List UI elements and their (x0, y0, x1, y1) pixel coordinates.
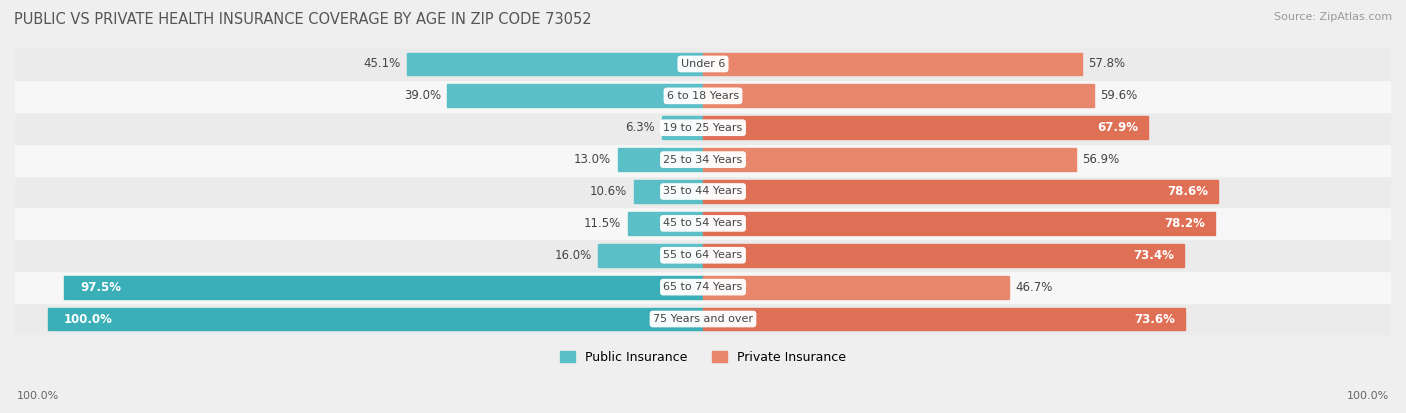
Text: 56.9%: 56.9% (1083, 153, 1119, 166)
Text: 6 to 18 Years: 6 to 18 Years (666, 91, 740, 101)
Text: 78.6%: 78.6% (1167, 185, 1208, 198)
Text: 100.0%: 100.0% (65, 313, 112, 325)
Bar (15, 303, 1391, 335)
Bar (15, 207, 1391, 239)
Bar (703, 52, 1081, 76)
Bar (703, 212, 1215, 235)
Text: 45 to 54 Years: 45 to 54 Years (664, 218, 742, 228)
Bar (703, 244, 1184, 267)
Bar (703, 148, 1076, 171)
Text: 6.3%: 6.3% (626, 121, 655, 134)
Text: 25 to 34 Years: 25 to 34 Years (664, 154, 742, 165)
Text: 46.7%: 46.7% (1015, 280, 1053, 294)
Bar (15, 239, 1391, 271)
Bar (15, 48, 1391, 80)
Text: 100.0%: 100.0% (1347, 391, 1389, 401)
Bar (15, 176, 1391, 207)
Bar (634, 180, 703, 203)
Text: 11.5%: 11.5% (583, 217, 621, 230)
Text: 73.4%: 73.4% (1133, 249, 1174, 262)
Text: 78.2%: 78.2% (1164, 217, 1205, 230)
Legend: Public Insurance, Private Insurance: Public Insurance, Private Insurance (555, 346, 851, 369)
Text: PUBLIC VS PRIVATE HEALTH INSURANCE COVERAGE BY AGE IN ZIP CODE 73052: PUBLIC VS PRIVATE HEALTH INSURANCE COVER… (14, 12, 592, 27)
Text: Under 6: Under 6 (681, 59, 725, 69)
Text: 10.6%: 10.6% (589, 185, 627, 198)
Bar (703, 84, 1094, 107)
Bar (703, 180, 1218, 203)
Bar (48, 308, 703, 330)
Bar (627, 212, 703, 235)
Bar (703, 275, 1010, 299)
Text: 65 to 74 Years: 65 to 74 Years (664, 282, 742, 292)
Text: 39.0%: 39.0% (404, 89, 441, 102)
Text: 16.0%: 16.0% (554, 249, 592, 262)
Bar (703, 308, 1185, 330)
Text: 97.5%: 97.5% (80, 280, 121, 294)
Bar (447, 84, 703, 107)
Text: 59.6%: 59.6% (1099, 89, 1137, 102)
Text: 45.1%: 45.1% (364, 57, 401, 71)
Bar (65, 275, 703, 299)
Bar (15, 112, 1391, 144)
Bar (598, 244, 703, 267)
Text: Source: ZipAtlas.com: Source: ZipAtlas.com (1274, 12, 1392, 22)
Text: 57.8%: 57.8% (1088, 57, 1125, 71)
Bar (15, 271, 1391, 303)
Bar (662, 116, 703, 139)
Text: 75 Years and over: 75 Years and over (652, 314, 754, 324)
Text: 19 to 25 Years: 19 to 25 Years (664, 123, 742, 133)
Bar (408, 52, 703, 76)
Bar (703, 116, 1147, 139)
Text: 55 to 64 Years: 55 to 64 Years (664, 250, 742, 260)
Text: 35 to 44 Years: 35 to 44 Years (664, 187, 742, 197)
Text: 73.6%: 73.6% (1135, 313, 1175, 325)
Text: 100.0%: 100.0% (17, 391, 59, 401)
Bar (617, 148, 703, 171)
Text: 67.9%: 67.9% (1097, 121, 1137, 134)
Bar (15, 80, 1391, 112)
Bar (15, 144, 1391, 176)
Text: 13.0%: 13.0% (574, 153, 612, 166)
